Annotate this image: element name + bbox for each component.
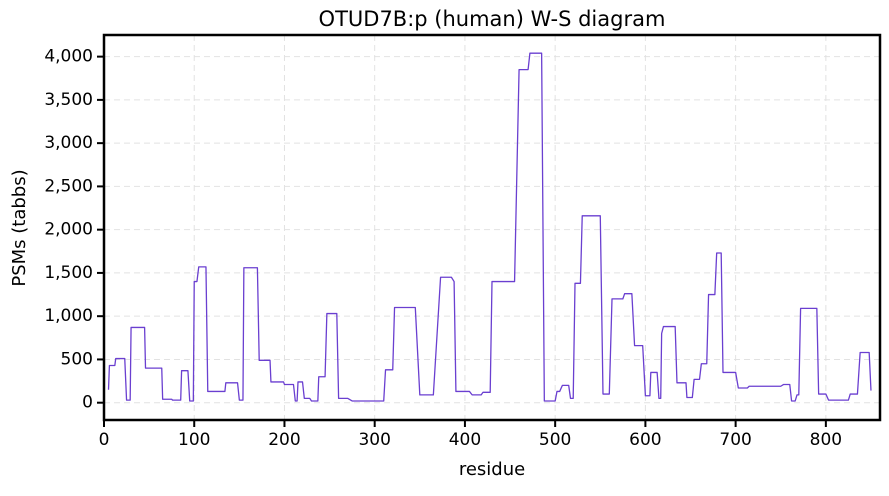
y-tick-label: 1,500 <box>44 263 93 283</box>
plot <box>107 52 872 402</box>
y-axis-label: PSMs (tabbs) <box>9 169 30 286</box>
y-tick-label: 2,500 <box>44 176 93 196</box>
y-tick-label: 1,000 <box>44 306 93 326</box>
x-axis-label: residue <box>459 459 525 480</box>
y-tick-label: 3,500 <box>44 90 93 110</box>
x-tick-label: 800 <box>810 430 842 450</box>
x-tick-label: 0 <box>99 430 110 450</box>
x-tick-label: 400 <box>449 430 481 450</box>
x-tick-label: 300 <box>358 430 390 450</box>
chart-title: OTUD7B:p (human) W-S diagram <box>319 7 666 31</box>
x-tick-label: 200 <box>268 430 300 450</box>
x-tick-label: 500 <box>539 430 571 450</box>
grid <box>103 35 880 420</box>
x-tick-label: 700 <box>719 430 751 450</box>
y-tick-label: 500 <box>61 349 93 369</box>
plot-frame <box>102 33 882 422</box>
y-tick-label: 0 <box>82 393 93 413</box>
x-tick-label: 100 <box>178 430 210 450</box>
y-tick-label: 2,000 <box>44 220 93 240</box>
x-tick-label: 600 <box>629 430 661 450</box>
y-tick-label: 3,000 <box>44 133 93 153</box>
y-tick-label: 4,000 <box>44 47 93 67</box>
data-line <box>107 52 872 402</box>
